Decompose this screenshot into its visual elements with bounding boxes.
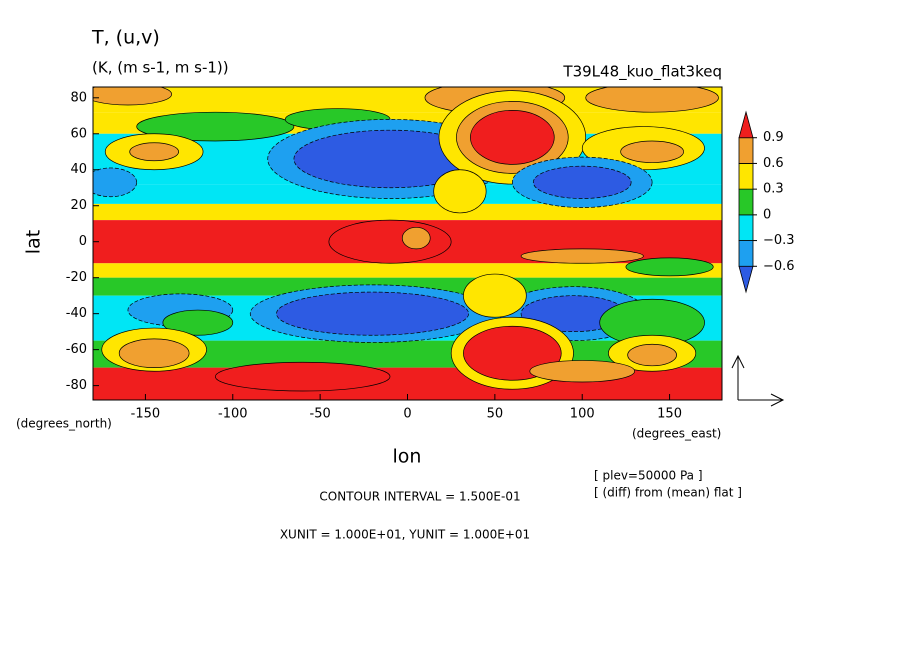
y-unit: (degrees_north) [16, 417, 112, 431]
colorbar-label: 0.6 [763, 156, 784, 171]
contour-region [532, 165, 632, 199]
chart-subtitle: (K, (m s-1, m s-1)) [92, 59, 229, 77]
colorbar-segment [738, 188, 754, 216]
contour-region [118, 338, 190, 368]
colorbar-segment [738, 163, 754, 190]
x-tick-label: 150 [657, 407, 682, 422]
y-axis-label: lat [23, 230, 45, 254]
contour-region [620, 140, 684, 163]
colorbar-label: 0.9 [763, 130, 784, 145]
annotation: [ (diff) from (mean) flat ] [594, 486, 742, 500]
reference-vector [731, 354, 785, 407]
x-tick-label: -50 [310, 407, 331, 422]
y-tick-label: -40 [66, 306, 87, 321]
contour-region [93, 167, 138, 198]
chart-title: T, (u,v) [91, 27, 160, 49]
contour-region [328, 219, 452, 264]
x-tick-label: 100 [570, 407, 595, 422]
y-tick-label: -60 [66, 342, 87, 357]
contour-region [136, 111, 295, 142]
contour-region [529, 360, 635, 383]
contour-band [93, 203, 722, 221]
x-unit: (degrees_east) [632, 427, 721, 441]
colorbar-label: −0.3 [763, 233, 795, 248]
y-tick-label: -20 [66, 270, 87, 285]
colorbar-segment [738, 214, 754, 241]
colorbar-segment [738, 240, 754, 267]
run-label: T39L48_kuo_flat3keq [562, 63, 722, 82]
x-tick-label: 50 [487, 407, 504, 422]
y-tick-label: 80 [70, 90, 87, 105]
colorbar-segment [738, 265, 754, 294]
y-tick-label: 20 [70, 198, 87, 213]
contour-band [93, 263, 722, 278]
y-tick-label: 40 [70, 162, 87, 177]
contour-region [627, 343, 677, 367]
annotation: [ plev=50000 Pa ] [594, 469, 703, 483]
contour-region [93, 87, 172, 106]
contour-region [470, 110, 555, 165]
contour-region [585, 87, 719, 113]
contour-field [93, 87, 722, 400]
contour-region [625, 257, 714, 277]
colorbar-segment [738, 137, 754, 164]
annotation: CONTOUR INTERVAL = 1.500E-01 [319, 490, 520, 504]
contour-region [162, 309, 234, 336]
x-axis-label: lon [393, 446, 422, 468]
contour-region [276, 291, 470, 336]
contour-region [401, 226, 431, 250]
y-tick-label: 0 [79, 234, 87, 249]
annotation: XUNIT = 1.000E+01, YUNIT = 1.000E+01 [280, 528, 530, 542]
y-tick-label: 60 [70, 126, 87, 141]
contour-region [214, 361, 391, 392]
x-tick-label: 0 [403, 407, 411, 422]
contour-region [129, 142, 179, 162]
colorbar-label: 0.3 [763, 182, 784, 197]
colorbar-label: −0.6 [763, 259, 795, 274]
contour-region [433, 169, 487, 214]
contour-region [520, 248, 644, 264]
x-tick-label: -150 [131, 407, 161, 422]
colorbar-segment [738, 110, 754, 139]
x-tick-label: -100 [218, 407, 248, 422]
colorbar-label: 0 [763, 207, 771, 222]
contour-region [463, 273, 527, 318]
y-tick-label: -80 [66, 378, 87, 393]
